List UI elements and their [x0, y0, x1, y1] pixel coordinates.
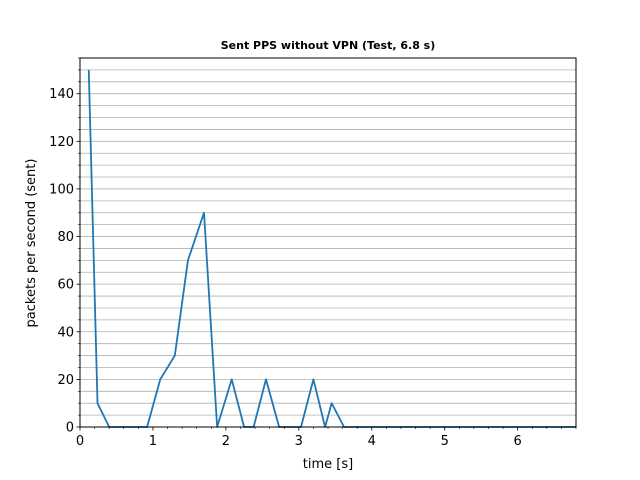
y-tick-label: 80 [57, 230, 74, 245]
grid [80, 57, 576, 416]
chart-title: Sent PPS without VPN (Test, 6.8 s) [221, 39, 436, 52]
x-tick-label: 5 [441, 434, 449, 449]
x-tick-label: 4 [368, 434, 376, 449]
y-axis-ticks: 0 20 40 60 80 100 120 140 [49, 57, 80, 436]
x-tick-label: 1 [149, 434, 157, 449]
x-axis-ticks: 0 1 2 3 4 5 6 [76, 427, 577, 449]
y-tick-label: 140 [49, 87, 74, 102]
x-tick-label: 0 [76, 434, 84, 449]
y-axis-label: packets per second (sent) [24, 159, 39, 328]
y-tick-label: 100 [49, 182, 74, 197]
x-tick-label: 2 [222, 434, 230, 449]
plot-frame [79, 57, 577, 428]
y-tick-label: 20 [57, 373, 74, 388]
y-tick-label: 40 [57, 325, 74, 340]
x-tick-label: 3 [295, 434, 303, 449]
y-tick-label: 0 [66, 421, 74, 436]
x-axis-label: time [s] [303, 457, 353, 472]
y-tick-label: 120 [49, 135, 74, 150]
y-tick-label: 60 [57, 278, 74, 293]
x-tick-label: 6 [514, 434, 522, 449]
